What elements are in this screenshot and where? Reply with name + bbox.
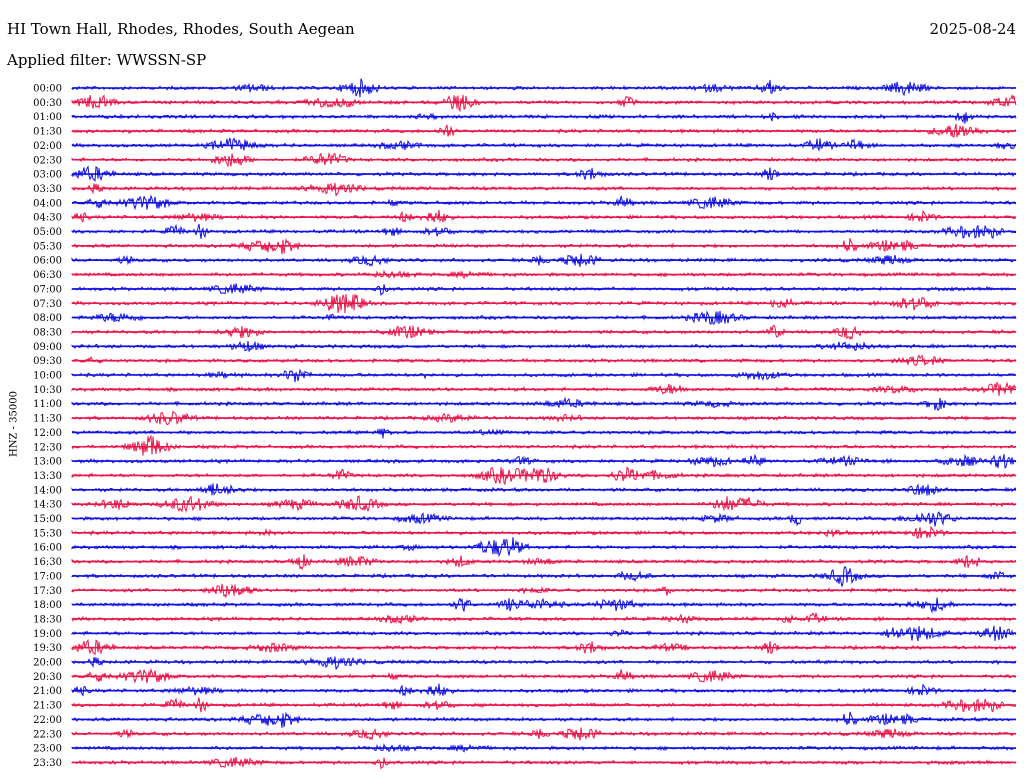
row-time-label: 07:30: [33, 299, 62, 310]
seismic-trace: [71, 209, 1017, 224]
row-time-label: 05:00: [33, 227, 62, 238]
row-time-label: 09:00: [33, 342, 62, 353]
row-time-label: 17:30: [33, 586, 62, 597]
row-time-label: 13:00: [33, 457, 62, 468]
row-time-label: 01:00: [33, 112, 62, 123]
row-time-label: 01:30: [33, 127, 62, 138]
row-time-label: 11:00: [33, 399, 62, 410]
row-time-label: 03:30: [33, 184, 62, 195]
row-time-label: 00:00: [33, 84, 62, 95]
row-time-label: 18:30: [33, 614, 62, 625]
row-time-label: 22:00: [33, 715, 62, 726]
row-time-label: 03:00: [33, 170, 62, 181]
row-time-label: 20:30: [33, 672, 62, 683]
row-time-label: 00:30: [33, 98, 62, 109]
row-time-label: 20:00: [33, 658, 62, 669]
row-time-label: 21:00: [33, 686, 62, 697]
row-time-label: 18:00: [33, 600, 62, 611]
row-time-label: 10:30: [33, 385, 62, 396]
row-time-label: 11:30: [33, 414, 62, 425]
row-time-label: 05:30: [33, 241, 62, 252]
row-time-label: 21:30: [33, 701, 62, 712]
row-time-label: 14:00: [33, 485, 62, 496]
seismic-trace: [71, 137, 1017, 152]
seismic-trace: [71, 182, 1017, 197]
row-time-label: 16:00: [33, 543, 62, 554]
row-time-label: 06:00: [33, 256, 62, 267]
seismic-trace: [71, 434, 1017, 456]
row-time-label: 02:00: [33, 141, 62, 152]
date-label: 2025-08-24: [929, 20, 1016, 38]
row-time-label: 02:30: [33, 155, 62, 166]
row-time-label: 14:30: [33, 500, 62, 511]
row-time-label: 12:30: [33, 442, 62, 453]
row-time-label: 04:00: [33, 198, 62, 209]
station-title: HI Town Hall, Rhodes, Rhodes, South Aege…: [7, 20, 355, 38]
seismic-trace: [71, 656, 1017, 670]
seismic-trace: [71, 428, 1017, 439]
row-time-label: 19:30: [33, 643, 62, 654]
row-time-label: 15:30: [33, 528, 62, 539]
row-time-label: 06:30: [33, 270, 62, 281]
seismic-trace: [71, 683, 1017, 697]
row-time-label: 22:30: [33, 729, 62, 740]
row-time-label: 13:30: [33, 471, 62, 482]
seismic-trace: [71, 111, 1017, 124]
row-time-label: 08:00: [33, 313, 62, 324]
row-time-label: 12:00: [33, 428, 62, 439]
row-time-label: 10:00: [33, 371, 62, 382]
seismic-trace: [71, 368, 1017, 383]
row-time-label: 04:30: [33, 213, 62, 224]
row-time-label: 23:30: [33, 758, 62, 769]
row-time-label: 16:30: [33, 557, 62, 568]
row-time-label: 07:00: [33, 284, 62, 295]
seismic-trace: [71, 612, 1017, 626]
row-time-label: 09:30: [33, 356, 62, 367]
row-time-label: 08:30: [33, 327, 62, 338]
row-time-label: 23:00: [33, 744, 62, 755]
row-time-label: 15:00: [33, 514, 62, 525]
filter-label: Applied filter: WWSSN-SP: [7, 51, 207, 69]
row-time-label: 17:00: [33, 571, 62, 582]
row-time-label: 19:00: [33, 629, 62, 640]
